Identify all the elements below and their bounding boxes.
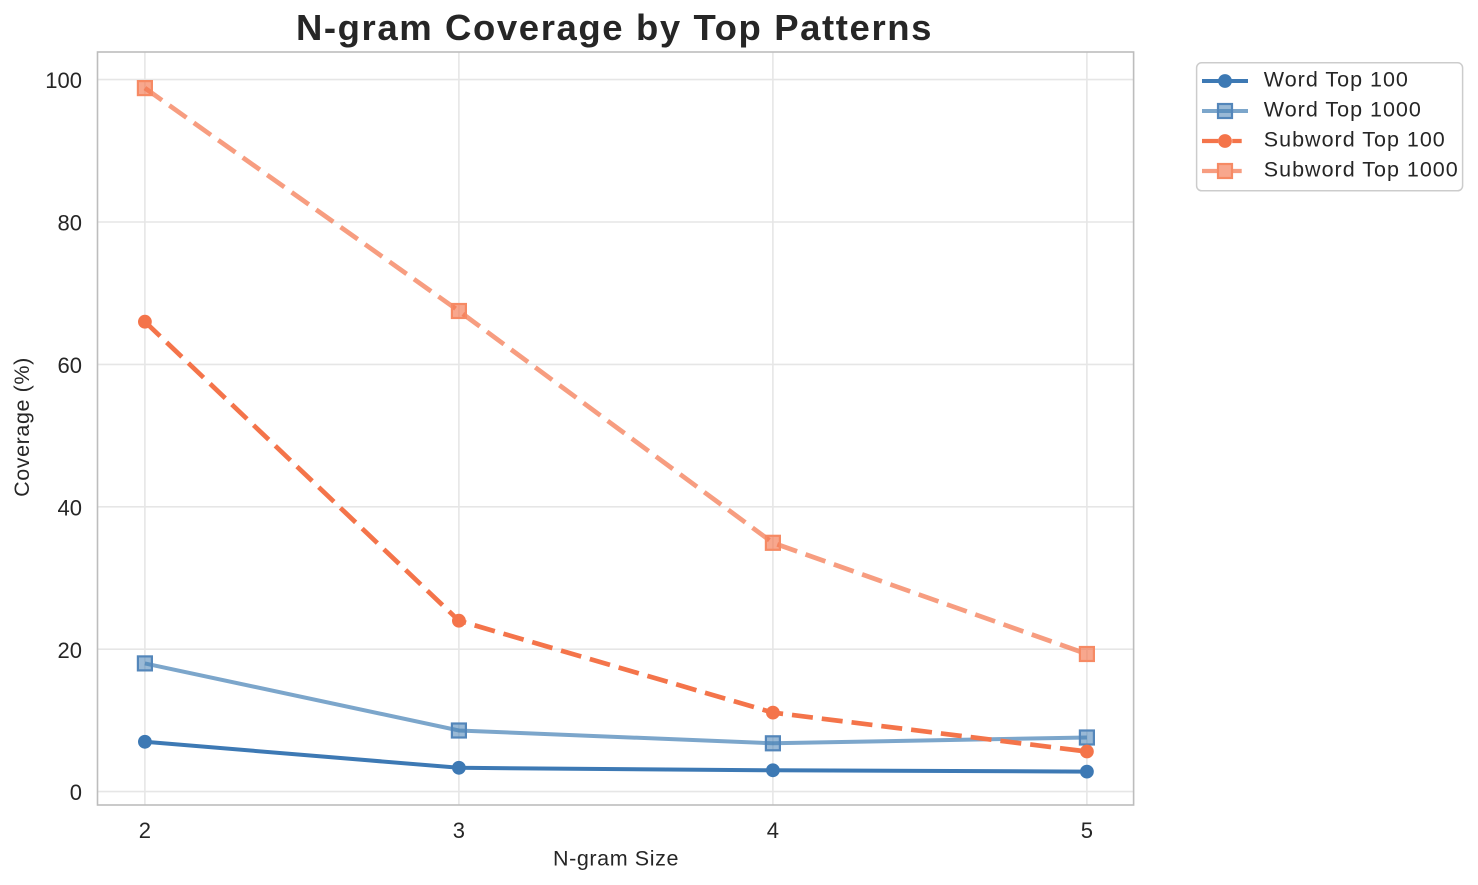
svg-text:2: 2 xyxy=(139,818,151,843)
svg-text:0: 0 xyxy=(70,780,82,805)
svg-text:N-gram Size: N-gram Size xyxy=(553,847,679,871)
svg-text:4: 4 xyxy=(767,818,779,843)
svg-text:3: 3 xyxy=(453,818,465,843)
svg-text:Subword Top 100: Subword Top 100 xyxy=(1264,128,1446,152)
svg-text:100: 100 xyxy=(45,68,82,93)
svg-text:Coverage (%): Coverage (%) xyxy=(10,357,34,497)
svg-text:Word Top 1000: Word Top 1000 xyxy=(1264,98,1422,122)
svg-text:60: 60 xyxy=(58,353,82,378)
svg-text:5: 5 xyxy=(1081,818,1093,843)
svg-text:80: 80 xyxy=(58,211,82,236)
svg-text:Word Top 100: Word Top 100 xyxy=(1264,68,1409,92)
svg-text:N-gram Coverage by Top Pattern: N-gram Coverage by Top Patterns xyxy=(296,7,933,48)
svg-text:40: 40 xyxy=(58,495,82,520)
svg-text:Subword Top 1000: Subword Top 1000 xyxy=(1264,158,1459,182)
svg-text:20: 20 xyxy=(58,638,82,663)
